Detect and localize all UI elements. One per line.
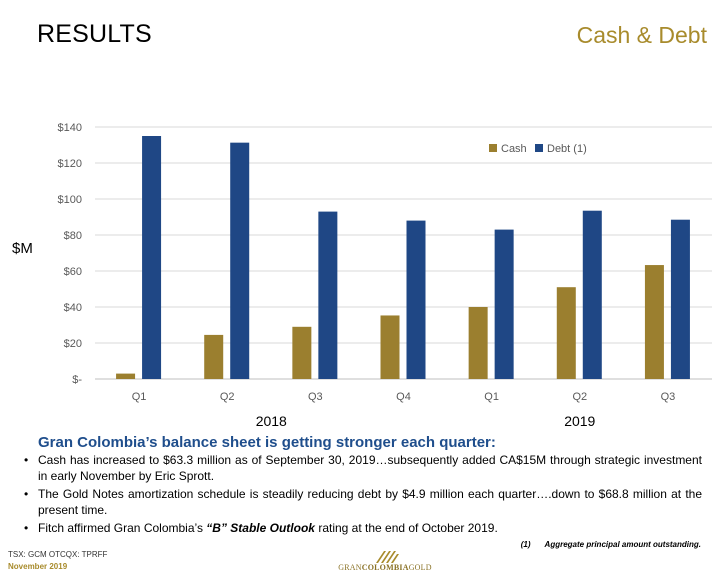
footnote-number: (1)	[520, 540, 531, 549]
logo-text-regular: GRAN	[338, 563, 362, 572]
debt-bar	[142, 136, 162, 379]
y-axis-label: $M	[12, 240, 33, 257]
x-tick-label: Q4	[396, 391, 411, 403]
x-tick-label: Q2	[220, 391, 235, 403]
bullet-fitch-before: Fitch affirmed Gran Colombia’s	[38, 521, 207, 535]
logo-text-end: GOLD	[408, 563, 432, 572]
y-tick-label: $60	[64, 266, 82, 278]
debt-bar	[582, 210, 602, 379]
cash-bar	[292, 326, 312, 379]
ticker-symbols: TSX: GCM OTCQX: TPRFF	[8, 550, 108, 559]
logo-text-bold: COLOMBIA	[361, 563, 409, 572]
debt-bar	[230, 142, 250, 379]
bullet-fitch-after: rating at the end of October 2019.	[314, 521, 498, 535]
y-tick-label: $-	[72, 374, 82, 386]
cash-bar	[644, 265, 664, 379]
debt-bar	[318, 211, 338, 379]
cash-bar	[380, 315, 400, 379]
y-tick-label: $140	[58, 122, 82, 134]
logo-bars-icon	[376, 551, 399, 563]
footer-date: November 2019	[8, 562, 68, 571]
cash-bar	[116, 373, 136, 379]
footnote-text: Aggregate principal amount outstanding.	[544, 540, 701, 549]
footnote: (1) Aggregate principal amount outstandin…	[521, 540, 701, 549]
legend-debt-swatch	[535, 144, 543, 152]
bullet-cash: Cash has increased to $63.3 million as o…	[22, 452, 702, 484]
section-title: Cash & Debt	[576, 22, 707, 48]
legend-debt-label: Debt (1)	[547, 143, 587, 155]
cash-debt-bar-chart: $- $20 $40 $60 $80 $100 $120 $140 Q1 Q2 Q3 Q4 Q1 Q2 Q3…	[58, 122, 712, 429]
x-tick-label: Q1	[132, 391, 147, 403]
legend-cash-label: Cash	[501, 143, 527, 155]
y-tick-label: $40	[64, 302, 82, 314]
bullet-fitch-emphasis: “B” Stable Outlook	[206, 521, 315, 535]
bullet-fitch: Fitch affirmed Gran Colombia’s “B” Stabl…	[22, 520, 702, 536]
legend-cash-swatch	[489, 144, 497, 152]
gran-colombia-gold-logo: GRANCOLOMBIAGOLD	[330, 546, 440, 574]
page-title: RESULTS	[37, 20, 152, 48]
commentary-headline: Gran Colombia’s balance sheet is getting…	[38, 434, 496, 451]
y-tick-label: $80	[64, 230, 82, 242]
cash-bar	[204, 334, 224, 379]
cash-bar	[468, 307, 488, 379]
y-tick-label: $20	[64, 338, 82, 350]
bullet-gold-notes: The Gold Notes amortization schedule is …	[22, 486, 702, 518]
y-tick-label: $100	[58, 194, 82, 206]
logo-text: GRANCOLOMBIAGOLD	[330, 563, 440, 572]
year-group-label: 2019	[564, 413, 595, 429]
debt-bar	[406, 220, 426, 379]
x-tick-label: Q2	[572, 391, 587, 403]
year-group-label: 2018	[256, 413, 287, 429]
x-tick-label: Q3	[308, 391, 323, 403]
x-tick-label: Q3	[661, 391, 676, 403]
y-tick-label: $120	[58, 158, 82, 170]
commentary-bullets: Cash has increased to $63.3 million as o…	[22, 452, 702, 538]
debt-bar	[670, 219, 690, 379]
cash-bar	[556, 287, 576, 379]
debt-bar	[494, 229, 514, 379]
x-tick-label: Q1	[484, 391, 499, 403]
